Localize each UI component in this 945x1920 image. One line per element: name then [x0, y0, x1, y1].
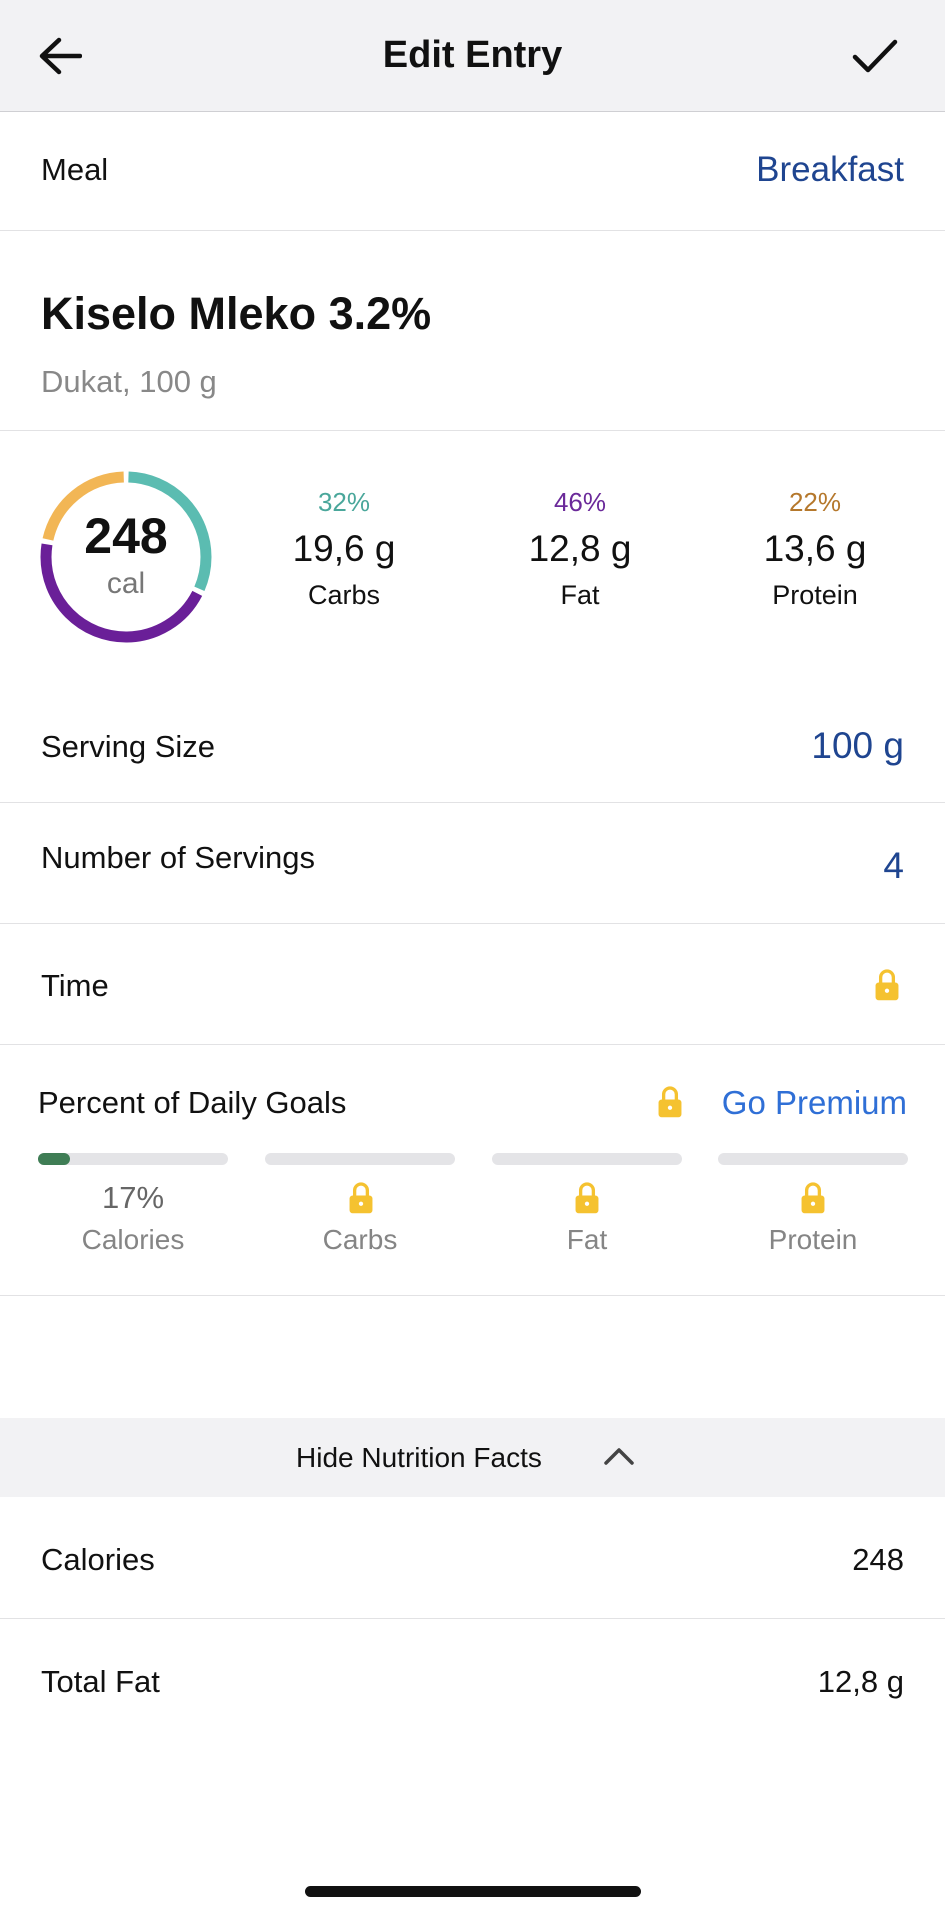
carbs-percent: 32%: [317, 487, 371, 517]
fat-percent: 46%: [553, 487, 607, 517]
lock-icon: [349, 1182, 373, 1214]
nav-header: Edit Entry: [0, 0, 945, 112]
serving-size-label: Serving Size: [41, 729, 216, 764]
calories-total: 248: [84, 508, 168, 564]
servings-label: Number of Servings: [41, 840, 315, 875]
time-label: Time: [41, 968, 109, 1003]
fat-label: Fat: [560, 580, 600, 610]
home-indicator: [305, 1886, 641, 1897]
lock-icon: [801, 1182, 825, 1214]
protein-progress-bar: [718, 1153, 908, 1165]
page-title: Edit Entry: [382, 34, 563, 76]
arrow-left-icon[interactable]: [38, 36, 82, 76]
goal-label-protein: Protein: [768, 1224, 858, 1255]
nutrition-row: Calories 248: [0, 1497, 945, 1619]
goal-label-calories: Calories: [81, 1224, 185, 1255]
meal-value[interactable]: Breakfast: [756, 150, 904, 189]
goal-label-carbs: Carbs: [322, 1224, 398, 1255]
serving-size-value[interactable]: 100 g: [811, 725, 904, 766]
nutrition-row: Total Fat 12,8 g: [0, 1619, 945, 1741]
nutrition-value: 248: [852, 1542, 904, 1577]
food-name: Kiselo Mleko 3.2%: [41, 288, 432, 339]
time-row[interactable]: Time: [0, 924, 945, 1045]
calories-goal-value: 17%: [101, 1180, 165, 1215]
daily-goals-title: Percent of Daily Goals: [38, 1085, 347, 1120]
ring-segment-carbs: [40, 471, 212, 643]
carbs-amount: 19,6 g: [292, 528, 396, 569]
serving-size-row[interactable]: Serving Size 100 g: [0, 661, 945, 803]
checkmark-icon[interactable]: [852, 38, 898, 74]
meal-row[interactable]: Meal Breakfast: [0, 112, 945, 231]
macro-carbs: 32% 19,6 g Carbs: [244, 487, 444, 611]
carbs-progress-bar: [265, 1153, 455, 1165]
carbs-label: Carbs: [307, 580, 381, 610]
hide-nutrition-label: Hide Nutrition Facts: [296, 1442, 542, 1473]
macro-summary: 248 cal 32% 19,6 g Carbs 46% 12,8 g Fat …: [0, 431, 945, 661]
nutrition-label: Calories: [41, 1542, 155, 1577]
servings-value[interactable]: 4: [883, 845, 904, 886]
daily-goals-section: Percent of Daily Goals Go Premium: [0, 1045, 945, 1296]
go-premium-link[interactable]: Go Premium: [721, 1084, 907, 1121]
fat-progress-bar: [492, 1153, 682, 1165]
calories-progress-bar: [38, 1153, 228, 1165]
chevron-up-icon: [604, 1448, 634, 1465]
fat-amount: 12,8 g: [528, 528, 632, 569]
protein-percent: 22%: [788, 487, 842, 517]
food-detail: Dukat, 100 g: [41, 364, 217, 399]
servings-row[interactable]: Number of Servings 4: [0, 803, 945, 924]
nutrition-value: 12,8 g: [817, 1664, 904, 1699]
macro-fat: 46% 12,8 g Fat: [480, 487, 680, 611]
calorie-ring: [40, 471, 212, 643]
food-info: Kiselo Mleko 3.2% Dukat, 100 g: [0, 231, 945, 431]
meal-label: Meal: [41, 152, 109, 187]
macro-protein: 22% 13,6 g Protein: [715, 487, 915, 611]
ring-segment-fat: [40, 471, 212, 643]
calories-unit: cal: [106, 567, 146, 600]
protein-amount: 13,6 g: [763, 528, 867, 569]
lock-icon: [658, 1086, 682, 1118]
lock-icon[interactable]: [873, 968, 901, 1002]
lock-icon: [575, 1182, 599, 1214]
goal-label-fat: Fat: [566, 1224, 608, 1255]
calories-progress-fill: [38, 1153, 71, 1165]
nutrition-label: Total Fat: [41, 1664, 160, 1699]
protein-label: Protein: [772, 580, 858, 610]
hide-nutrition-toggle[interactable]: Hide Nutrition Facts: [0, 1418, 945, 1497]
